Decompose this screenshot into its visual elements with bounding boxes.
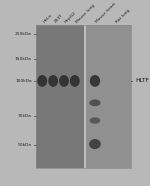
Ellipse shape	[89, 139, 101, 149]
Text: Mouse lung: Mouse lung	[75, 3, 95, 24]
Ellipse shape	[70, 75, 80, 87]
Text: HLTF: HLTF	[136, 78, 150, 84]
Ellipse shape	[37, 75, 47, 87]
Text: Mouse heart: Mouse heart	[95, 2, 117, 24]
Text: HepG2: HepG2	[64, 10, 77, 24]
Ellipse shape	[48, 75, 58, 87]
Text: 70kDa: 70kDa	[18, 114, 32, 118]
Text: Rat lung: Rat lung	[115, 8, 130, 24]
Text: HeLa: HeLa	[42, 13, 53, 24]
Text: 250kDa: 250kDa	[15, 32, 32, 36]
Text: 50kDa: 50kDa	[18, 143, 32, 147]
Ellipse shape	[59, 75, 69, 87]
Ellipse shape	[89, 100, 100, 106]
Bar	[36, 25, 85, 169]
Ellipse shape	[90, 117, 100, 124]
Bar	[36, 25, 130, 169]
Bar	[85, 25, 130, 169]
Text: 293T: 293T	[53, 13, 64, 24]
Ellipse shape	[90, 75, 100, 87]
Text: 100kDa: 100kDa	[15, 79, 32, 83]
Text: 150kDa: 150kDa	[15, 57, 32, 61]
